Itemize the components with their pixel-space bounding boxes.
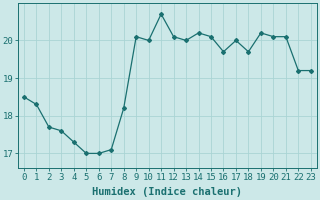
X-axis label: Humidex (Indice chaleur): Humidex (Indice chaleur) [92, 187, 242, 197]
